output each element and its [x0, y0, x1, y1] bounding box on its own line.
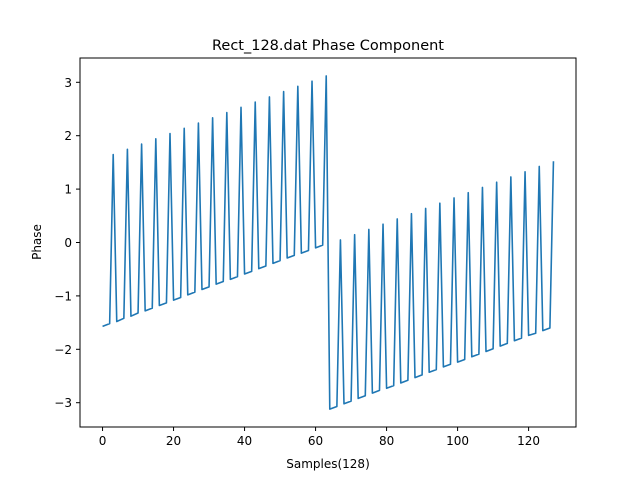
x-tick-label: 60: [308, 434, 323, 448]
x-axis-label: Samples(128): [286, 457, 370, 471]
x-tick-label: 40: [237, 434, 252, 448]
phase-series-line: [102, 75, 555, 410]
y-tick-label: −3: [54, 396, 72, 410]
plot-area: [102, 75, 555, 410]
x-tick-label: 20: [166, 434, 181, 448]
y-axis-label: Phase: [30, 224, 44, 260]
y-tick-label: 1: [64, 183, 72, 197]
y-tick-label: 3: [64, 76, 72, 90]
x-axis: 0 20 40 60 80 100 120: [99, 427, 540, 448]
y-axis: −3 −2 −1 0 1 2 3: [54, 76, 80, 410]
chart-title: Rect_128.dat Phase Component: [212, 38, 444, 54]
x-tick-label: 0: [99, 434, 107, 448]
y-tick-label: 2: [64, 129, 72, 143]
y-tick-label: 0: [64, 236, 72, 250]
x-tick-label: 80: [379, 434, 394, 448]
x-tick-label: 120: [517, 434, 540, 448]
y-tick-label: −1: [54, 289, 72, 303]
y-tick-label: −2: [54, 343, 72, 357]
x-tick-label: 100: [446, 434, 469, 448]
